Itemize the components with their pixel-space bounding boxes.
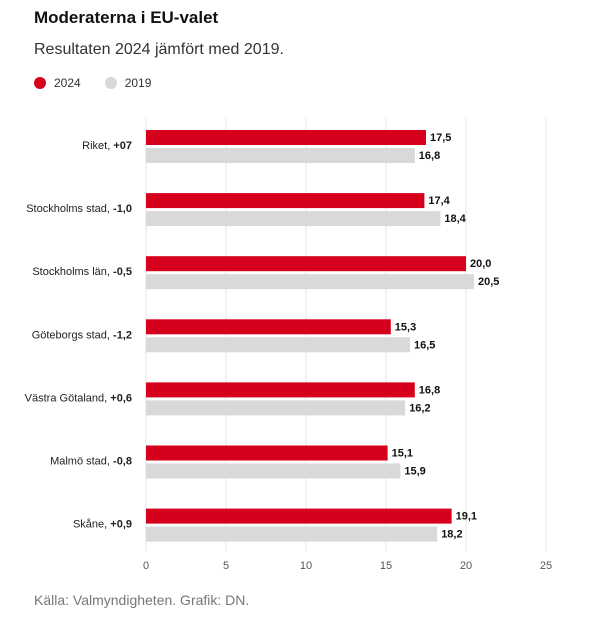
bar-2019 <box>146 400 406 416</box>
data-label-2024: 17,4 <box>428 195 450 207</box>
data-label-2019: 15,9 <box>404 466 425 478</box>
legend-dot-2019-icon <box>104 77 117 89</box>
legend-dot-2024-icon <box>34 77 46 89</box>
x-tick-label-5: 5 <box>223 560 229 572</box>
category-name: Göteborgs stad, <box>32 329 113 341</box>
legend-item-2024: 2024 <box>34 76 81 90</box>
bar-2024 <box>146 445 388 461</box>
category-label: Skåne, +0,9 <box>73 519 132 531</box>
category-name: Skåne, <box>73 519 110 531</box>
category-change: +07 <box>113 140 132 152</box>
data-label-2019: 16,2 <box>409 402 430 414</box>
bar-2019 <box>146 148 415 163</box>
data-label-2024: 15,3 <box>395 321 416 333</box>
chart-subtitle: Resultaten 2024 jämfört med 2019. <box>34 41 284 58</box>
data-label-2019: 18,2 <box>441 529 462 541</box>
category-label: Stockholms stad, -1,0 <box>26 203 132 215</box>
category-name: Västra Götaland, <box>25 392 111 404</box>
data-label-2024: 15,1 <box>392 448 413 460</box>
bar-2024 <box>146 256 466 272</box>
legend-item-2019: 2019 <box>104 76 152 90</box>
data-label-2019: 16,5 <box>414 339 435 351</box>
source-note: Källa: Valmyndigheten. Grafik: DN. <box>34 592 250 608</box>
bar-2019 <box>146 211 441 227</box>
bar-2024 <box>146 130 426 145</box>
x-tick-label-25: 25 <box>540 560 552 572</box>
bar-2024 <box>146 193 425 209</box>
bar-2019 <box>146 463 401 479</box>
bar-2024 <box>146 319 391 335</box>
category-label: Göteborgs stad, -1,2 <box>32 329 132 341</box>
category-change: -1,0 <box>113 203 132 215</box>
data-label-2024: 17,5 <box>430 132 451 144</box>
category-change: -1,2 <box>113 329 132 341</box>
bar-2024 <box>146 382 415 398</box>
category-change: +0,9 <box>110 519 132 531</box>
x-tick-label-0: 0 <box>143 560 149 572</box>
category-name: Stockholms län, <box>32 266 113 278</box>
category-label: Västra Götaland, +0,6 <box>25 392 132 404</box>
legend-label-2019: 2019 <box>124 76 152 90</box>
data-label-2019: 18,4 <box>444 213 466 225</box>
category-name: Riket, <box>82 140 113 152</box>
category-name: Malmö stad, <box>50 456 113 468</box>
data-label-2024: 20,0 <box>470 258 491 270</box>
category-name: Stockholms stad, <box>26 203 113 215</box>
data-label-2019: 16,8 <box>419 150 440 162</box>
data-label-2024: 19,1 <box>456 511 477 523</box>
bar-2019 <box>146 526 438 542</box>
bar-2024 <box>146 508 452 524</box>
legend-label-2024: 2024 <box>54 76 81 90</box>
category-label: Stockholms län, -0,5 <box>32 266 132 278</box>
legend: 2024 2019 <box>34 76 175 90</box>
category-change: -0,8 <box>113 456 132 468</box>
x-tick-label-10: 10 <box>300 560 312 572</box>
bar-2019 <box>146 337 410 353</box>
chart-title: Moderaterna i EU-valet <box>34 8 219 27</box>
category-label: Malmö stad, -0,8 <box>50 456 132 468</box>
bar-2019 <box>146 274 474 290</box>
x-tick-label-15: 15 <box>380 560 392 572</box>
x-tick-label-20: 20 <box>460 560 472 572</box>
data-label-2019: 20,5 <box>478 276 499 288</box>
data-label-2024: 16,8 <box>419 384 440 396</box>
category-change: +0,6 <box>110 392 132 404</box>
category-change: -0,5 <box>113 266 132 278</box>
category-label: Riket, +07 <box>82 140 132 152</box>
